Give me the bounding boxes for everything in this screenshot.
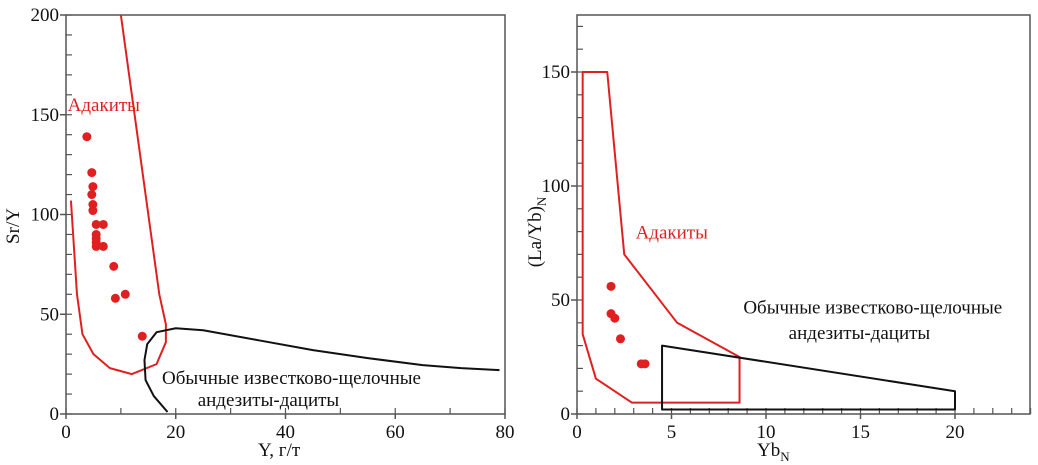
right-x-axis-label: YbN [757,440,790,464]
left-y-tick-label: 0 [50,404,60,425]
right-annotation-2: андезиты-дациты [789,323,931,344]
right-data-point [615,334,625,344]
left-data-point [91,219,101,229]
left-x-tick-label: 80 [496,422,515,443]
right-x-tick-label: 0 [572,422,582,443]
left-y-tick-label: 100 [31,205,60,226]
left-data-point [120,289,130,299]
left-data-point [98,219,108,229]
left-data-point [98,241,108,251]
right-x-tick-label: 15 [851,422,870,443]
right-x-tick-label: 5 [667,422,677,443]
right-y-tick-label: 50 [551,290,570,311]
right-y-tick-label: 150 [542,62,571,83]
left-y-tick-label: 50 [40,304,59,325]
right-y-tick-label: 100 [542,176,571,197]
left-x-tick-label: 60 [386,422,405,443]
left-data-point [88,206,98,216]
left-data-point [110,293,120,303]
left-data-point [88,182,98,192]
left-y-tick-label: 150 [31,105,60,126]
left-x-tick-label: 40 [276,422,295,443]
right-field-calc-alkaline-boundary [661,344,956,411]
right-x-tick-label: 10 [757,422,776,443]
left-y-tick-label: 200 [31,5,60,26]
right-annotation-0: Адакиты [636,222,709,243]
right-data-point [610,313,620,323]
left-annotation-0: Адакиты [68,95,141,116]
left-data-point [91,241,101,251]
right-chart: 0 50 100 150 0 5 10 15 20 Адакиты Обычные извест… [525,14,1032,464]
right-x-tick-label: 20 [946,422,965,443]
left-annotation-1: Обычные известково-щелочные [162,368,421,389]
left-data-point [137,331,147,341]
right-field-adakites-boundary [581,71,741,404]
right-annotation-1: Обычные известково-щелочные [743,298,1002,319]
left-x-axis-label: Y, г/т [258,440,301,461]
left-data-point [82,132,92,142]
left-x-tick-label: 20 [166,422,185,443]
left-field-calc-alkaline-boundary [143,327,500,413]
left-plot-frame [65,14,506,415]
left-x-tick-label: 0 [61,422,71,443]
left-chart: 0 50 100 150 200 0 20 40 60 80 Адакиты Обычные из… [3,5,515,461]
right-y-tick-label: 0 [561,404,571,425]
left-data-point [87,168,97,178]
right-data-point [640,359,650,369]
left-y-axis-label: Sr/Y [3,208,24,244]
left-data-point [87,190,97,200]
right-plot-frame [576,14,1031,415]
right-data-point [606,281,616,291]
left-field-adakites-boundary [69,14,167,376]
left-annotation-2: андезиты-дациты [198,390,340,411]
left-data-point [109,261,119,271]
right-y-axis-label: (La/Yb)N [525,196,549,267]
